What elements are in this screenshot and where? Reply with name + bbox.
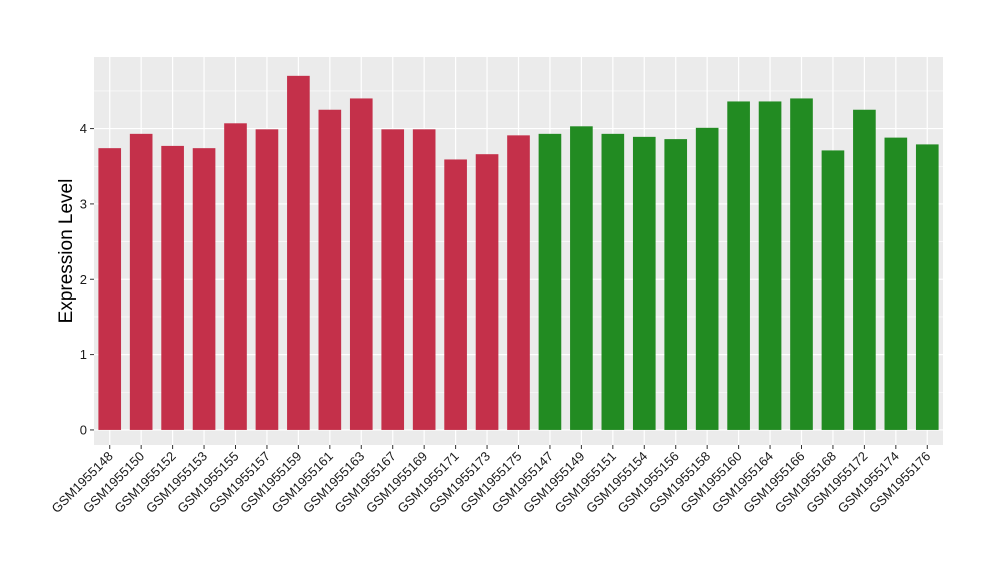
bar — [412, 129, 436, 430]
y-axis: 0 1 2 3 4 — [80, 121, 94, 437]
bar — [129, 133, 153, 430]
bar — [318, 109, 342, 430]
y-tick-label: 4 — [80, 121, 87, 136]
y-tick-label: 1 — [80, 347, 87, 362]
y-tick-label: 2 — [80, 272, 87, 287]
bar — [444, 159, 467, 430]
bar — [790, 98, 813, 430]
y-tick-label: 3 — [80, 196, 87, 211]
bar — [349, 98, 373, 430]
bar — [538, 133, 562, 430]
bar — [475, 154, 499, 430]
bar — [632, 136, 656, 430]
bar — [507, 135, 530, 430]
bar — [255, 129, 279, 430]
x-axis: GSM1955148GSM1955150GSM1955152GSM1955153… — [49, 445, 933, 516]
bar — [192, 148, 216, 430]
bar — [570, 126, 593, 430]
bar — [161, 145, 184, 430]
bar — [821, 150, 845, 430]
bar — [287, 75, 310, 430]
bar — [664, 139, 688, 430]
bar — [601, 133, 625, 430]
bar — [853, 109, 876, 430]
bar — [884, 137, 908, 430]
bar — [98, 148, 122, 430]
bar — [224, 123, 247, 430]
bar — [381, 129, 405, 430]
bar — [727, 101, 750, 430]
bar — [915, 144, 939, 430]
bar — [758, 101, 782, 430]
bars — [98, 75, 939, 430]
bar — [695, 127, 719, 430]
y-tick-label: 0 — [80, 422, 87, 437]
y-axis-title: Expression Level — [56, 179, 77, 324]
